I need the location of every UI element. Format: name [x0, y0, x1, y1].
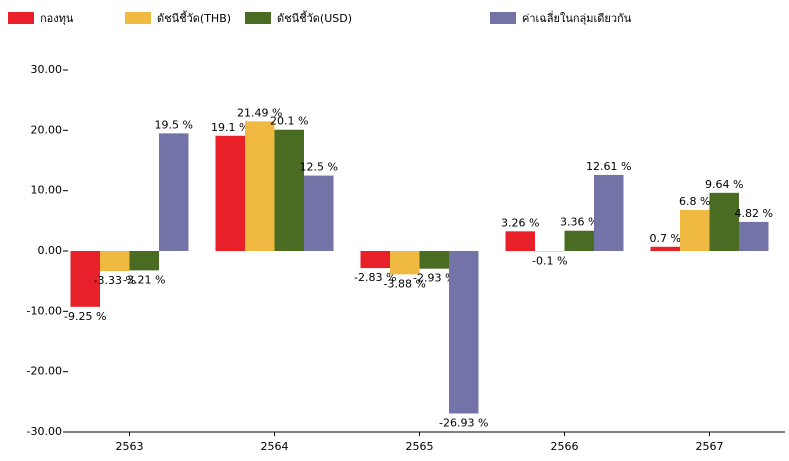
bar [274, 129, 304, 251]
data-label: 12.61 % [586, 160, 631, 173]
data-label: 21.49 % [237, 106, 282, 119]
legend-swatch [125, 12, 151, 24]
x-tick-label: 2566 [551, 440, 579, 453]
y-tick-label: -10.00 [27, 304, 62, 317]
data-label: -26.93 % [439, 416, 488, 429]
legend-label: ดัชนีชี้วัด(THB) [157, 10, 231, 25]
bar [360, 251, 390, 269]
bar [245, 121, 275, 252]
bar [535, 251, 565, 252]
bar [650, 246, 680, 251]
bar [419, 251, 449, 269]
bar [739, 221, 769, 251]
y-tick-label: 0.00 [38, 244, 63, 257]
x-tick-label: 2564 [261, 440, 289, 453]
y-tick-label: 30.00 [31, 63, 63, 76]
y-tick-label: -20.00 [27, 365, 62, 378]
x-tick-label: 2567 [696, 440, 724, 453]
data-label: 9.64 % [705, 178, 743, 191]
data-label: 4.82 % [735, 207, 773, 220]
legend-label: ค่าเฉลี่ยในกลุ่มเดียวกัน [522, 10, 632, 25]
data-label: 6.8 % [679, 195, 710, 208]
bar [129, 251, 159, 271]
bar [449, 251, 479, 414]
data-label: -0.1 % [532, 255, 567, 268]
data-label: -2.93 % [413, 272, 455, 285]
data-label: 3.26 % [501, 216, 539, 229]
y-tick-label: -30.00 [27, 425, 62, 438]
bar [680, 209, 710, 251]
data-label: 20.1 % [270, 115, 308, 128]
bar [159, 133, 189, 251]
data-label: 19.5 % [155, 118, 193, 131]
x-tick-label: 2563 [116, 440, 144, 453]
data-label: 0.7 % [650, 232, 681, 245]
y-tick-label: 10.00 [31, 184, 63, 197]
legend-swatch [8, 12, 34, 24]
bar [594, 174, 624, 251]
x-tick-label: 2565 [406, 440, 434, 453]
data-label: -3.21 % [123, 273, 165, 286]
data-label: 19.1 % [211, 121, 249, 134]
legend-label: ดัชนีชี้วัด(USD) [277, 10, 352, 25]
bar [709, 192, 739, 251]
y-tick-label: 20.00 [31, 123, 63, 136]
bar [100, 251, 130, 272]
data-label: -2.83 % [354, 271, 396, 284]
legend-label: กองทุน [40, 12, 74, 25]
bar [304, 175, 334, 251]
data-label: -3.33 % [94, 274, 136, 287]
bar [390, 251, 420, 275]
data-label: 12.5 % [300, 161, 338, 174]
legend-swatch [490, 12, 516, 24]
data-label: -3.88 % [384, 277, 426, 290]
data-label: 3.36 % [560, 216, 598, 229]
bar [505, 231, 535, 251]
bar [215, 135, 245, 251]
legend-swatch [245, 12, 271, 24]
bar [564, 230, 594, 251]
bar [70, 251, 100, 307]
data-label: -9.25 % [64, 310, 106, 323]
